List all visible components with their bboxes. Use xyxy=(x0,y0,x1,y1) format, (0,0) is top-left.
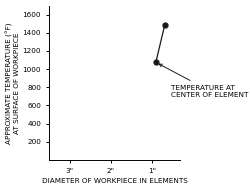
Y-axis label: APPROXIMATE TEMPERATURE (°F)
AT SURFACE OF WORKPIECE: APPROXIMATE TEMPERATURE (°F) AT SURFACE … xyxy=(6,22,20,143)
X-axis label: DIAMETER OF WORKPIECE IN ELEMENTS: DIAMETER OF WORKPIECE IN ELEMENTS xyxy=(42,178,188,184)
Text: TEMPERATURE AT
CENTER OF ELEMENT: TEMPERATURE AT CENTER OF ELEMENT xyxy=(159,64,249,98)
